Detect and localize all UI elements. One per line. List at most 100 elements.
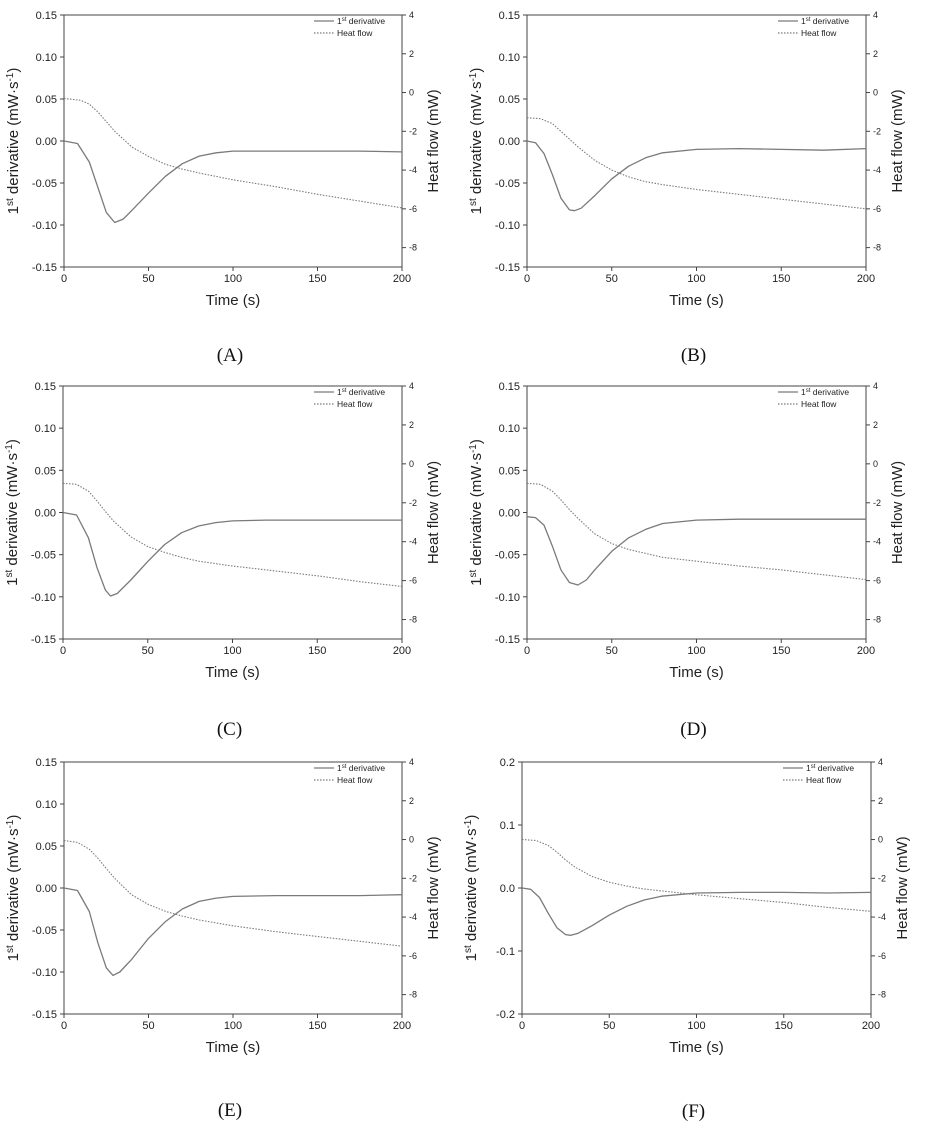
x-tick-label: 150 <box>772 273 790 285</box>
y2-tick-label: -2 <box>873 498 881 508</box>
y-tick-label: 0.05 <box>499 465 520 477</box>
y-label-sup: st <box>468 198 479 206</box>
x-axis-label: Time (s) <box>206 292 260 309</box>
y-tick-label: -0.10 <box>495 220 520 232</box>
x-tick-label: 200 <box>862 1020 880 1032</box>
y2-tick-label: -2 <box>873 126 881 136</box>
derivative-series-line <box>526 140 867 212</box>
y-label-part: 1 <box>468 206 485 214</box>
y2-axis-label-text: Heat flow (mW) <box>425 836 442 939</box>
legend-part: derivative <box>346 16 385 26</box>
y2-tick-label: -8 <box>409 243 417 253</box>
y2-tick-label: 0 <box>409 835 414 845</box>
plot-frame <box>521 761 872 1015</box>
legend-part: 1 <box>337 16 342 26</box>
x-tick-label: 0 <box>61 273 67 285</box>
y2-tick-label: 4 <box>409 10 414 20</box>
x-axis-label: Time (s) <box>669 292 723 309</box>
y2-tick-label: -4 <box>409 537 417 547</box>
y-label-part: 1 <box>5 206 22 214</box>
y-tick-label: 0.10 <box>499 52 520 64</box>
x-tick-label: 150 <box>308 1020 326 1032</box>
y-axis-label: 1st derivative (mW·s-1) <box>463 815 481 962</box>
y-label-part: ) <box>468 68 485 73</box>
legend-heat-flow-text: Heat flow <box>337 399 373 409</box>
x-tick-label: 100 <box>687 273 705 285</box>
plot-frame <box>526 14 867 268</box>
chart-panel: 0 50 100 150 200 -0.15 -0.10 -0.05 0.00 0.05 0.10 0… <box>5 10 443 366</box>
panel-label: (F) <box>682 1101 705 1122</box>
y2-tick-label: 4 <box>409 381 414 391</box>
y2-axis-label: Heat flow (mW) <box>425 461 442 564</box>
y-label-sup: -1 <box>468 444 479 453</box>
y-label-sup: st <box>4 570 15 578</box>
y2-tick-label: -4 <box>878 912 886 922</box>
legend-label-derivative: 1st derivative <box>801 16 849 26</box>
y-label-part: 1 <box>4 578 21 586</box>
y-tick-label: 0.00 <box>36 883 57 895</box>
y-label-part: ) <box>468 439 485 444</box>
y-label-part: ) <box>5 68 22 73</box>
y-label-sup: -1 <box>468 72 479 81</box>
y-label-part: ) <box>5 815 22 820</box>
y2-tick-label: 2 <box>409 796 414 806</box>
x-axis-label: Time (s) <box>669 664 723 681</box>
panel-label: (B) <box>681 345 706 366</box>
legend-label-derivative: 1st derivative <box>337 763 385 773</box>
derivative-series-line <box>521 887 872 936</box>
y-label-sup: st <box>468 570 479 578</box>
legend-heat-flow-text: Heat flow <box>801 399 837 409</box>
y-tick-label: -0.05 <box>32 178 57 190</box>
y2-tick-label: 2 <box>409 49 414 59</box>
y-tick-label: 0.05 <box>35 465 56 477</box>
legend-sup: st <box>342 17 347 23</box>
y-label-part: derivative (mW·s <box>4 453 21 570</box>
heat-flow-series-line <box>63 97 403 209</box>
x-tick-label: 100 <box>687 645 705 657</box>
y2-tick-label: 0 <box>878 835 883 845</box>
legend-label-heat-flow: Heat flow <box>801 28 837 38</box>
y-label-part: 1 <box>463 953 480 961</box>
y2-tick-label: 0 <box>409 88 414 98</box>
y-label-part: derivative (mW·s <box>468 453 485 570</box>
y-label-part: derivative (mW·s <box>468 82 485 199</box>
y-tick-label: -0.15 <box>32 262 57 274</box>
y2-axis-label-text: Heat flow (mW) <box>425 461 442 564</box>
y-label-part: 1 <box>5 953 22 961</box>
x-tick-label: 50 <box>142 273 154 285</box>
chart-panel: 0 50 100 150 200 -0.15 -0.10 -0.05 0.00 0.05 0.10 0… <box>5 757 443 1121</box>
legend-sup: st <box>806 17 811 23</box>
y2-tick-label: -4 <box>409 165 417 175</box>
y2-tick-label: -2 <box>878 873 886 883</box>
x-tick-label: 150 <box>772 645 790 657</box>
y2-tick-label: 4 <box>873 10 878 20</box>
x-tick-label: 100 <box>223 645 241 657</box>
y2-tick-label: 4 <box>409 757 414 767</box>
legend-heat-flow-text: Heat flow <box>801 28 837 38</box>
heat-flow-series-line <box>63 839 403 947</box>
y-tick-label: 0.05 <box>36 841 57 853</box>
y-tick-label: 0.00 <box>499 508 520 520</box>
y-label-part: derivative (mW·s <box>5 829 22 946</box>
heat-flow-series-line <box>521 838 872 912</box>
legend-part: derivative <box>810 387 849 397</box>
x-tick-label: 150 <box>308 273 326 285</box>
panel-label: (A) <box>217 345 243 366</box>
y-tick-label: -0.10 <box>32 220 57 232</box>
y2-axis-label: Heat flow (mW) <box>425 89 442 192</box>
y2-tick-label: -6 <box>873 204 881 214</box>
legend-label-heat-flow: Heat flow <box>337 399 373 409</box>
legend-part: 1 <box>806 763 811 773</box>
legend-part: 1 <box>801 16 806 26</box>
y-label-part: derivative (mW·s <box>5 82 22 199</box>
legend-part: 1 <box>801 387 806 397</box>
y-label-sup: st <box>5 198 16 206</box>
x-axis-label-text: Time (s) <box>669 664 723 681</box>
plot-frame <box>526 385 867 640</box>
plot-frame <box>63 761 403 1015</box>
y-tick-label: 0.15 <box>499 381 520 393</box>
y-tick-label: -0.10 <box>32 967 57 979</box>
x-axis-label: Time (s) <box>669 1039 723 1056</box>
y2-tick-label: 2 <box>878 796 883 806</box>
x-tick-label: 100 <box>224 1020 242 1032</box>
